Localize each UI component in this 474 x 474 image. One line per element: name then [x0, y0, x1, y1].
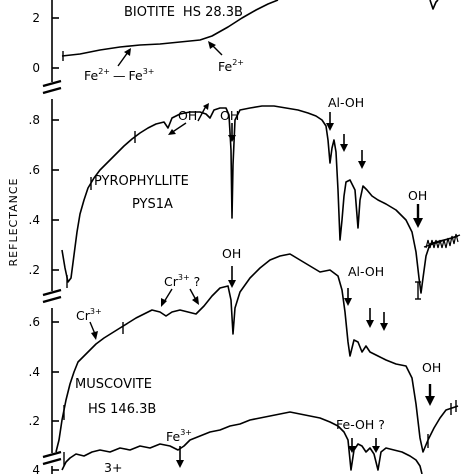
axis-break-3a — [42, 450, 62, 459]
arrow-fe2 — [208, 41, 216, 49]
series-line-bottom — [61, 411, 423, 474]
tick-label-pyro-0.4: .4 — [29, 213, 40, 227]
label-biotite: BIOTITE HS 28.3B — [124, 5, 243, 20]
svg-text:Fe3+: Fe3+ — [166, 428, 192, 444]
annotation-oh-4: OH — [222, 246, 241, 288]
tick-label-top-2: 2 — [32, 11, 40, 25]
svg-text:Cr3+: Cr3+ — [76, 307, 102, 323]
y-ticks — [52, 17, 59, 471]
tick-label-musc-0.6: .6 — [29, 315, 40, 329]
annotation-fe3: Fe3+ — [166, 428, 192, 468]
errorbars-muscovite — [63, 322, 457, 448]
series-line-biotite — [61, 0, 279, 57]
axis-break-marks — [42, 79, 62, 466]
axis-break-2b — [42, 295, 62, 304]
annotation-oh-5: OH — [422, 360, 441, 406]
tick-label-bottom-4: 4 — [32, 463, 40, 474]
annotation-oh-2: OH — [220, 108, 239, 142]
annotation-oh-1: OH — [168, 103, 209, 135]
tick-label-pyro-0.2: .2 — [29, 263, 40, 277]
annotation-fe2-fe3: Fe2+ — Fe3+ — [84, 48, 155, 83]
annotation-al-oh-1: Al-OH — [326, 95, 366, 169]
axis-break-3b — [42, 457, 62, 466]
zigzag-tail-pyrophyllite — [423, 233, 461, 249]
tick-label-musc-0.4: .4 — [29, 365, 40, 379]
arrow-fe2-fe3 — [124, 48, 131, 56]
tick-label-top-0: 0 — [32, 61, 40, 75]
annotation-cr3-1: Cr3+ — [76, 307, 102, 340]
annotation-bottom-3plus: 3+ — [104, 460, 122, 474]
errorbars-pyrophyllite — [66, 131, 421, 300]
svg-text:OH: OH — [408, 188, 427, 203]
svg-text:OH: OH — [220, 108, 239, 123]
label-pyrophyllite: PYROPHYLLITE — [94, 174, 189, 189]
y-axis-title: REFLECTANCE — [7, 178, 20, 267]
svg-text:OH: OH — [222, 246, 241, 261]
svg-text:Al-OH: Al-OH — [348, 264, 384, 279]
series-line-biotite-right — [429, 0, 439, 10]
series-line-muscovite — [55, 253, 459, 453]
svg-text:OH: OH — [178, 108, 197, 123]
annotation-fe-oh: Fe-OH ? — [336, 417, 385, 453]
axis-break-2a — [42, 288, 62, 297]
axis-break-1b — [42, 86, 62, 95]
annotation-fe2: Fe2+ — [208, 41, 244, 74]
svg-text:Al-OH: Al-OH — [328, 95, 364, 110]
tick-label-musc-0.2: .2 — [29, 414, 40, 428]
svg-text:Fe2+—Fe3+: Fe2+ — Fe3+ — [84, 67, 155, 83]
svg-text:Fe-OH ?: Fe-OH ? — [336, 417, 385, 432]
tick-label-pyro-0.6: .6 — [29, 163, 40, 177]
tick-label-pyro-0.8: .8 — [29, 113, 40, 127]
svg-text:OH: OH — [422, 360, 441, 375]
series-line-pyrophyllite — [61, 105, 459, 294]
axis-break-1a — [42, 79, 62, 88]
svg-text:Cr3+?: Cr3+? — [164, 273, 200, 289]
label-muscovite-id: HS 146.3B — [88, 402, 156, 417]
label-pyrophyllite-id: PYS1A — [132, 197, 173, 212]
svg-text:Fe2+: Fe2+ — [218, 58, 244, 74]
label-muscovite: MUSCOVITE — [75, 377, 152, 392]
annotation-cr3-2: Cr3+? — [161, 273, 200, 307]
annotation-al-oh-2: Al-OH — [344, 264, 388, 331]
annotation-oh-3: OH — [408, 188, 427, 228]
